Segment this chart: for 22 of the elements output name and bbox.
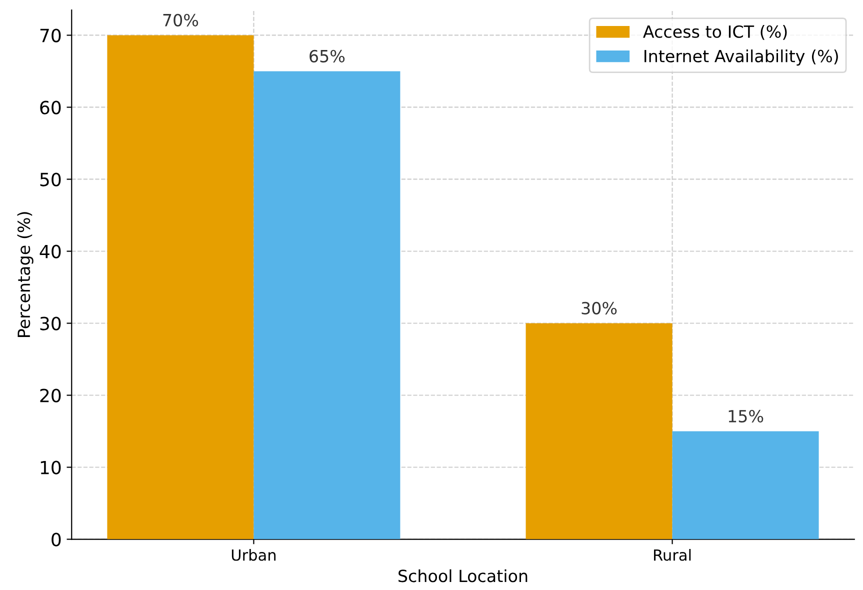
y-tick-label: 50 [40, 172, 61, 186]
y-tick-label: 20 [40, 388, 61, 402]
y-tick-label: 30 [40, 316, 61, 330]
x-tick-label: Urban [232, 548, 276, 561]
data-label: 15% [728, 410, 764, 422]
y-tick-label: 40 [40, 244, 61, 258]
bar [254, 71, 400, 540]
bar [107, 35, 254, 540]
legend-label: Internet Availability (%) [644, 49, 838, 66]
bar [672, 431, 819, 540]
bar [526, 323, 672, 540]
x-tick-label: Rural [654, 548, 691, 561]
data-label: 30% [582, 302, 617, 314]
y-tick-label: 0 [52, 532, 61, 546]
x-axis-title: School Location [398, 569, 528, 582]
y-tick-label: 70 [40, 28, 61, 42]
y-axis-title: Percentage (%) [17, 212, 34, 337]
y-tick-label: 10 [40, 460, 61, 474]
data-label: 65% [310, 50, 345, 62]
legend-label: Access to ICT (%) [643, 25, 787, 40]
data-label: 70% [163, 14, 198, 26]
y-tick-label: 60 [40, 100, 61, 114]
